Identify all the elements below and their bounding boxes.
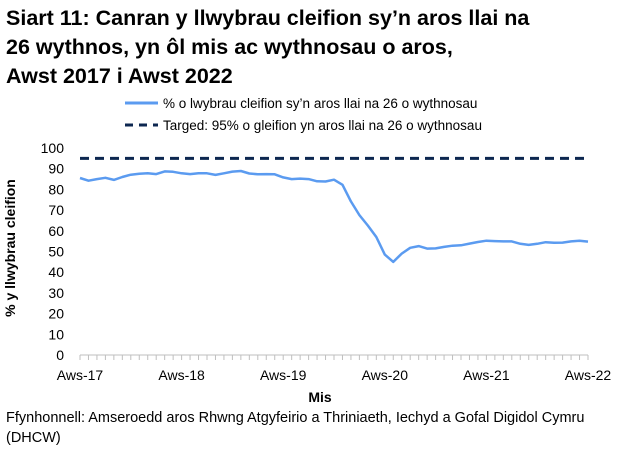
y-tick-label: 20	[48, 306, 64, 322]
y-tick-label: 40	[48, 264, 64, 280]
y-tick-label: 90	[48, 161, 64, 177]
source-line-2: (DHCW)	[6, 430, 61, 446]
x-axis: Aws-17 Aws-18 Aws-19 Aws-20 Aws-21 Aws-22	[57, 355, 612, 383]
y-tick-label: 80	[48, 181, 64, 197]
legend-label-target: Targed: 95% o gleifion yn aros llai na 2…	[163, 118, 482, 133]
x-tick-label: Aws-19	[260, 367, 307, 383]
x-tick-label: Aws-21	[463, 367, 510, 383]
x-tick-label: Aws-17	[57, 367, 104, 383]
legend-label-series: % o lwybrau cleifion sy’n aros llai na 2…	[163, 96, 477, 111]
x-tick-label: Aws-22	[565, 367, 612, 383]
y-tick-label: 70	[48, 202, 64, 218]
x-axis-title: Mis	[308, 389, 332, 405]
title-line-1: Siart 11: Canran y llwybrau cleifion sy’…	[6, 6, 530, 30]
series-line	[79, 169, 589, 264]
y-tick-label: 50	[48, 244, 64, 260]
x-tick-label: Aws-18	[158, 367, 205, 383]
legend: % o lwybrau cleifion sy’n aros llai na 2…	[125, 96, 482, 133]
y-tick-label: 0	[56, 347, 64, 363]
y-tick-label: 10	[48, 326, 64, 342]
source-line-1: Ffynhonnell: Amseroedd aros Rhwng Atgyfe…	[6, 410, 585, 426]
y-tick-label: 30	[48, 285, 64, 301]
y-axis-title: % y llwybrau cleifion	[2, 179, 18, 317]
y-tick-label: 100	[41, 140, 65, 156]
source-note: Ffynhonnell: Amseroedd aros Rhwng Atgyfe…	[6, 408, 626, 448]
title-line-3: Awst 2017 i Awst 2022	[6, 64, 233, 88]
title-line-2: 26 wythnos, yn ôl mis ac wythnosau o aro…	[6, 35, 453, 59]
chart-title: Siart 11: Canran y llwybrau cleifion sy’…	[6, 4, 626, 91]
y-tick-label: 60	[48, 223, 64, 239]
x-tick-label: Aws-20	[362, 367, 409, 383]
y-axis: 0 10 20 30 40 50 60 70 80 90 100	[41, 140, 65, 363]
